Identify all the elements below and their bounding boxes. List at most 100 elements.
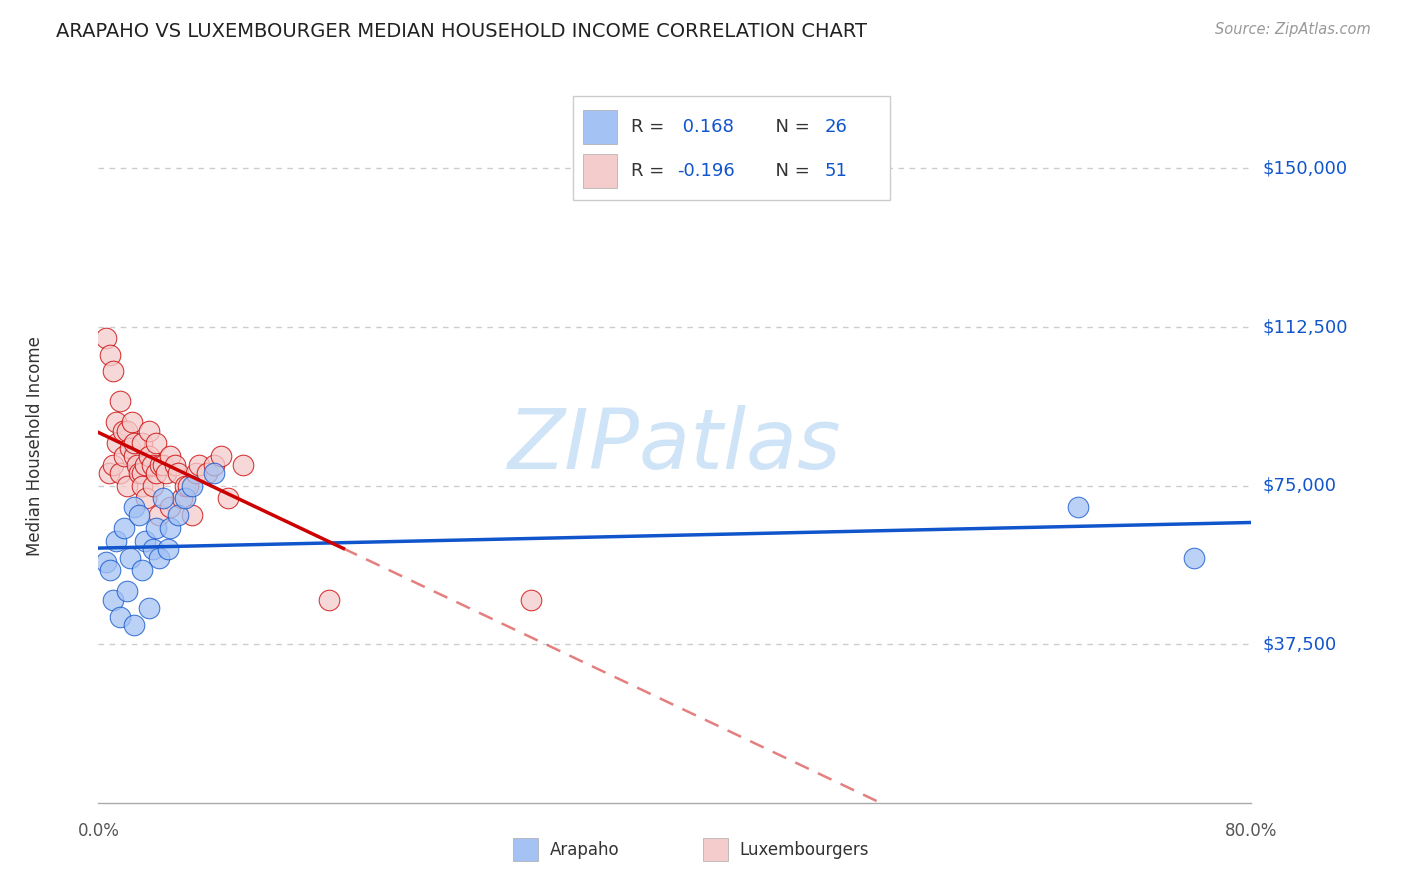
Point [149, 458, 172, 472]
Text: 80.0%: 80.0% [1225, 822, 1278, 840]
Point [142, 478, 165, 492]
Text: N =: N = [763, 162, 815, 180]
Point [231, 458, 254, 472]
Point [101, 458, 124, 472]
Point [188, 458, 211, 472]
Point [97, 466, 120, 480]
Point [148, 508, 170, 523]
Point [104, 415, 127, 429]
Point [156, 542, 179, 557]
Point [166, 508, 188, 523]
Point [117, 584, 138, 599]
Text: 0.0%: 0.0% [77, 822, 120, 840]
Text: $150,000: $150,000 [1263, 160, 1348, 178]
Text: $75,000: $75,000 [1263, 476, 1337, 495]
Point [135, 491, 157, 506]
Point [120, 441, 142, 455]
Point [138, 424, 160, 438]
Point [117, 478, 138, 492]
Point [181, 508, 204, 523]
Point [1182, 550, 1205, 565]
Point [131, 563, 153, 577]
Point [124, 618, 146, 632]
Point [145, 466, 167, 480]
Point [177, 478, 200, 492]
Point [101, 592, 124, 607]
Point [128, 466, 150, 480]
Point [117, 424, 138, 438]
Point [152, 458, 174, 472]
Point [1067, 500, 1090, 514]
Point [318, 592, 340, 607]
Point [94, 331, 117, 345]
Point [141, 458, 163, 472]
Point [148, 550, 170, 565]
Text: -0.196: -0.196 [678, 162, 735, 180]
Point [181, 478, 204, 492]
Point [174, 491, 197, 506]
Point [131, 466, 153, 480]
Text: 26: 26 [825, 118, 848, 136]
Point [163, 458, 186, 472]
Point [202, 466, 225, 480]
Text: ZIPatlas: ZIPatlas [508, 406, 842, 486]
Point [131, 478, 153, 492]
Point [127, 458, 149, 472]
Point [120, 550, 142, 565]
Point [159, 500, 181, 514]
Point [142, 542, 165, 557]
Point [124, 500, 146, 514]
Point [131, 436, 153, 450]
Point [138, 449, 160, 463]
FancyBboxPatch shape [574, 96, 890, 200]
Point [202, 458, 225, 472]
FancyBboxPatch shape [582, 154, 617, 188]
FancyBboxPatch shape [582, 110, 617, 145]
Point [159, 449, 181, 463]
Point [124, 436, 146, 450]
Text: $37,500: $37,500 [1263, 635, 1337, 653]
Point [108, 466, 131, 480]
Text: R =: R = [631, 118, 671, 136]
Point [108, 609, 131, 624]
Point [94, 555, 117, 569]
Point [108, 394, 131, 409]
Text: ARAPAHO VS LUXEMBOURGER MEDIAN HOUSEHOLD INCOME CORRELATION CHART: ARAPAHO VS LUXEMBOURGER MEDIAN HOUSEHOLD… [56, 22, 868, 41]
Text: Median Household Income: Median Household Income [27, 336, 44, 556]
Point [159, 521, 181, 535]
Point [145, 521, 167, 535]
Text: N =: N = [763, 118, 815, 136]
Point [155, 466, 177, 480]
Point [111, 424, 134, 438]
Point [217, 491, 239, 506]
Text: R =: R = [631, 162, 671, 180]
Text: $112,500: $112,500 [1263, 318, 1348, 336]
Point [112, 449, 135, 463]
Point [166, 466, 188, 480]
Point [520, 592, 543, 607]
Point [124, 449, 146, 463]
Point [170, 491, 193, 506]
Point [209, 449, 232, 463]
Point [195, 466, 218, 480]
Point [138, 601, 160, 615]
Text: Arapaho: Arapaho [550, 841, 620, 859]
Point [152, 491, 174, 506]
Point [98, 347, 121, 361]
Point [145, 436, 167, 450]
Point [101, 364, 124, 378]
Point [105, 436, 128, 450]
Point [121, 415, 143, 429]
Point [174, 478, 197, 492]
Point [134, 458, 156, 472]
Point [186, 466, 208, 480]
Point [128, 508, 150, 523]
Point [104, 533, 127, 548]
Text: 0.168: 0.168 [678, 118, 734, 136]
Text: 51: 51 [825, 162, 848, 180]
Point [98, 563, 121, 577]
Text: Luxembourgers: Luxembourgers [740, 841, 869, 859]
Point [112, 521, 135, 535]
Text: Source: ZipAtlas.com: Source: ZipAtlas.com [1215, 22, 1371, 37]
Point [134, 533, 156, 548]
